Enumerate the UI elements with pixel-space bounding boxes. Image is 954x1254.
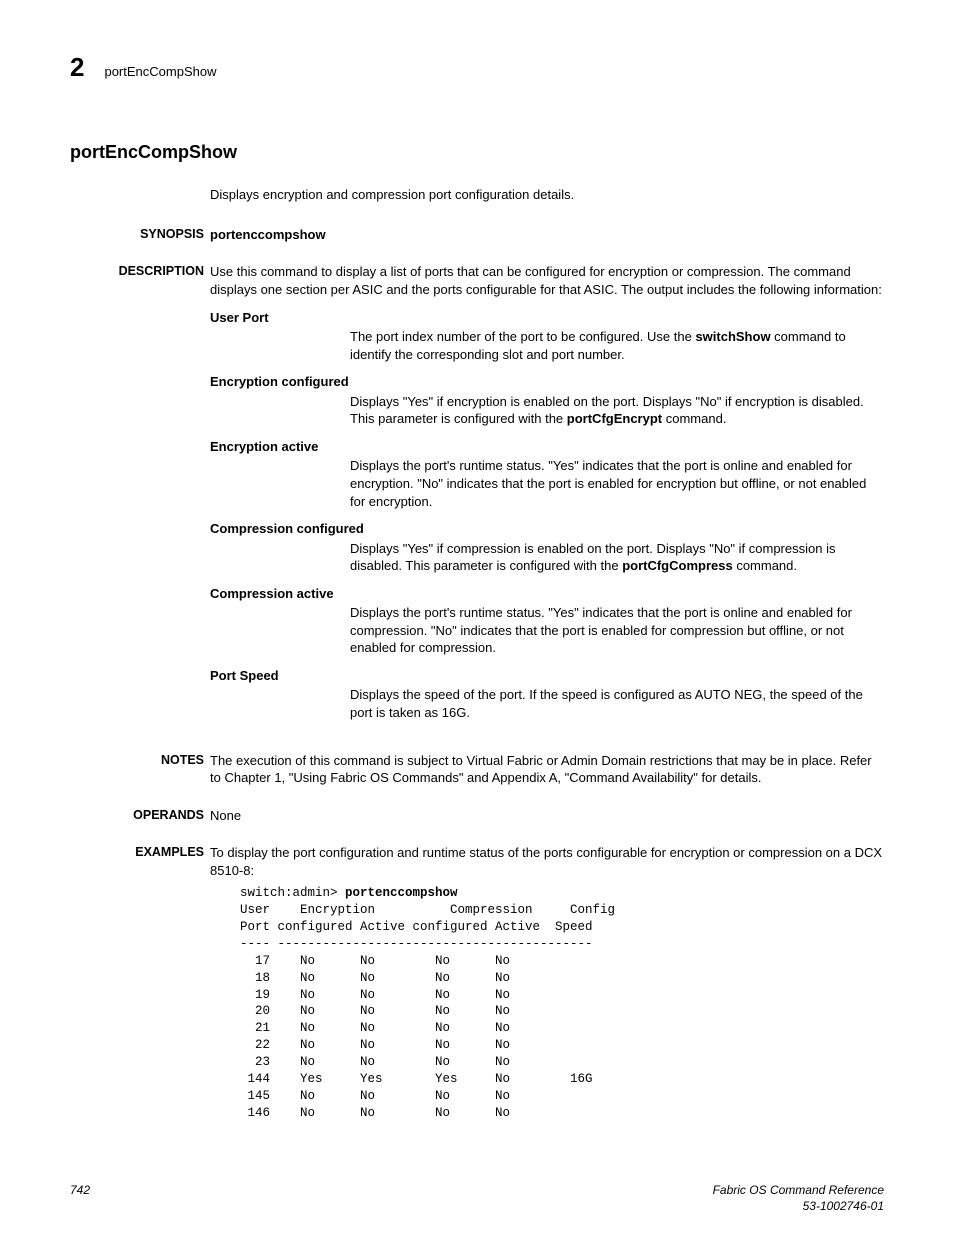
synopsis-label: SYNOPSIS [70,226,210,244]
param-definition: Displays the port's runtime status. "Yes… [350,604,884,657]
page-number: 742 [70,1182,90,1214]
header-command: portEncCompShow [104,63,216,81]
param-definition: The port index number of the port to be … [350,328,884,363]
brief-description: Displays encryption and compression port… [210,186,884,204]
examples-intro: To display the port configuration and ru… [210,844,884,879]
doc-number: 53-1002746-01 [803,1199,884,1213]
param-block: Port SpeedDisplays the speed of the port… [210,667,884,722]
example-output: switch:admin> portenccompshow User Encry… [240,885,884,1121]
page-title: portEncCompShow [70,140,884,164]
param-bold-ref: switchShow [695,329,770,344]
example-command: portenccompshow [345,886,458,900]
notes-text: The execution of this command is subject… [210,752,884,787]
synopsis-section: SYNOPSIS portenccompshow [70,226,884,244]
synopsis-text: portenccompshow [210,226,884,244]
param-block: Compression configured Displays "Yes" if … [210,520,884,575]
operands-section: OPERANDS None [70,807,884,825]
description-section: DESCRIPTION Use this command to display … [70,263,884,731]
examples-section: EXAMPLES To display the port configurati… [70,844,884,1121]
notes-section: NOTES The execution of this command is s… [70,752,884,787]
param-term: Compression configured [210,520,884,538]
footer-doc-info: Fabric OS Command Reference 53-1002746-0… [713,1182,884,1214]
param-bold-ref: portCfgCompress [622,558,733,573]
param-block: Encryption activeDisplays the port's run… [210,438,884,510]
operands-text: None [210,807,884,825]
chapter-number: 2 [70,50,84,85]
param-term: User Port [210,309,884,327]
param-term: Encryption active [210,438,884,456]
notes-label: NOTES [70,752,210,787]
param-definition: Displays "Yes" if compression is enabled… [350,540,884,575]
param-block: User PortThe port index number of the po… [210,309,884,364]
description-intro: Use this command to display a list of po… [210,263,884,298]
param-definition: Displays "Yes" if encryption is enabled … [350,393,884,428]
param-definition: Displays the port's runtime status. "Yes… [350,457,884,510]
description-label: DESCRIPTION [70,263,210,731]
description-body: Use this command to display a list of po… [210,263,884,731]
doc-title: Fabric OS Command Reference [713,1183,884,1197]
param-definition: Displays the speed of the port. If the s… [350,686,884,721]
param-term: Compression active [210,585,884,603]
param-bold-ref: portCfgEncrypt [567,411,662,426]
param-block: Encryption configured Displays "Yes" if e… [210,373,884,428]
param-block: Compression activeDisplays the port's ru… [210,585,884,657]
page-header: 2 portEncCompShow [70,50,884,85]
operands-label: OPERANDS [70,807,210,825]
examples-body: To display the port configuration and ru… [210,844,884,1121]
page-footer: 742 Fabric OS Command Reference 53-10027… [70,1182,884,1214]
examples-label: EXAMPLES [70,844,210,1121]
param-term: Port Speed [210,667,884,685]
param-term: Encryption configured [210,373,884,391]
